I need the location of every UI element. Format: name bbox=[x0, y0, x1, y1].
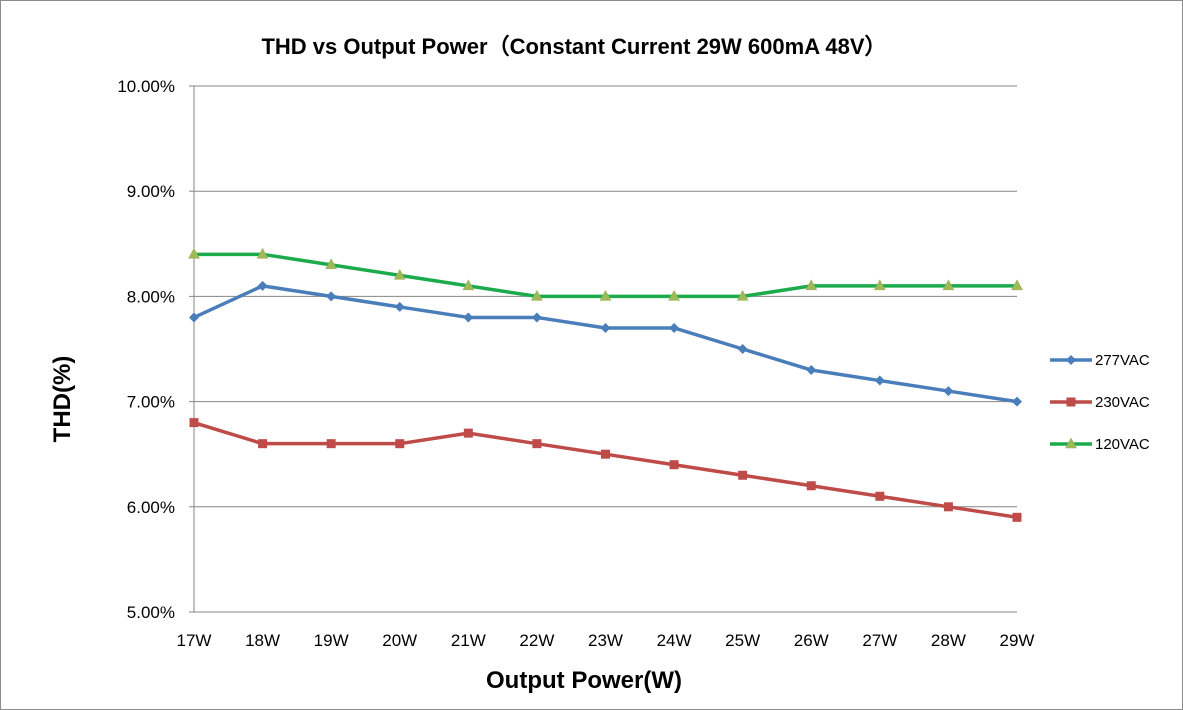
data-point-277VAC bbox=[806, 365, 817, 376]
series-lines bbox=[188, 247, 1023, 522]
data-point-120VAC bbox=[393, 268, 406, 280]
data-point-277VAC bbox=[1012, 396, 1022, 407]
x-tick-label: 26W bbox=[794, 631, 829, 650]
axes: 5.00% 6.00% 7.00% 8.00% 9.00% 10.00% 17W 18W 19W… bbox=[117, 77, 1034, 650]
series-line-230VAC bbox=[193, 420, 1018, 520]
y-tick-label: 7.00% bbox=[127, 393, 175, 412]
data-point-120VAC bbox=[873, 279, 886, 291]
data-point-277VAC bbox=[531, 312, 542, 323]
data-point-277VAC bbox=[189, 312, 199, 323]
legend-marker-277VAC bbox=[1066, 355, 1076, 365]
y-tick-label: 10.00% bbox=[117, 77, 175, 96]
legend-label-277VAC: 277VAC bbox=[1095, 352, 1150, 369]
legend-label-230VAC: 230VAC bbox=[1095, 394, 1150, 411]
y-tick-label: 6.00% bbox=[127, 498, 175, 517]
data-point-230VAC bbox=[669, 460, 679, 470]
data-point-230VAC bbox=[395, 439, 405, 449]
y-tick-label: 5.00% bbox=[127, 603, 175, 622]
data-point-230VAC bbox=[738, 470, 748, 480]
data-point-120VAC bbox=[530, 289, 543, 301]
data-point-230VAC bbox=[875, 491, 885, 501]
x-tick-label: 17W bbox=[177, 631, 212, 650]
series-line-277VAC bbox=[193, 284, 1018, 404]
data-point-120VAC bbox=[668, 289, 681, 301]
x-tick-label: 23W bbox=[588, 631, 623, 650]
data-point-120VAC bbox=[188, 247, 200, 259]
data-point-230VAC bbox=[806, 481, 816, 491]
x-tick-label: 25W bbox=[725, 631, 760, 650]
data-point-277VAC bbox=[943, 386, 954, 397]
data-point-120VAC bbox=[462, 279, 475, 291]
data-point-277VAC bbox=[394, 301, 405, 312]
data-point-120VAC bbox=[599, 289, 612, 301]
x-axis-title: Output Power(W) bbox=[486, 667, 682, 694]
x-tick-label: 29W bbox=[1000, 631, 1035, 650]
data-point-277VAC bbox=[463, 312, 474, 323]
x-tick-label: 24W bbox=[657, 631, 692, 650]
data-point-230VAC bbox=[532, 439, 542, 449]
data-point-120VAC bbox=[256, 247, 269, 259]
legend-label-120VAC: 120VAC bbox=[1095, 436, 1150, 453]
y-tick-label: 9.00% bbox=[127, 182, 175, 201]
data-point-277VAC bbox=[600, 322, 611, 333]
data-point-120VAC bbox=[325, 258, 338, 270]
x-tick-label: 28W bbox=[931, 631, 966, 650]
data-point-230VAC bbox=[189, 418, 199, 428]
y-axis-title: THD(%) bbox=[49, 356, 76, 443]
data-point-230VAC bbox=[943, 502, 953, 512]
x-tick-label: 18W bbox=[245, 631, 280, 650]
x-tick-label: 27W bbox=[862, 631, 897, 650]
data-point-230VAC bbox=[601, 449, 610, 459]
data-point-120VAC bbox=[805, 279, 818, 291]
data-point-120VAC bbox=[736, 289, 749, 301]
data-point-120VAC bbox=[942, 279, 955, 291]
x-tick-label: 19W bbox=[314, 631, 349, 650]
y-tick-label: 8.00% bbox=[127, 287, 175, 306]
x-tick-label: 22W bbox=[519, 631, 554, 650]
data-point-277VAC bbox=[737, 344, 748, 354]
data-point-277VAC bbox=[326, 291, 337, 302]
chart-title: THD vs Output Power（Constant Current 29W… bbox=[261, 34, 886, 59]
legend-marker-230VAC bbox=[1066, 397, 1076, 407]
data-point-230VAC bbox=[1012, 512, 1022, 522]
data-point-277VAC bbox=[874, 375, 885, 386]
legend: 277VAC 230VAC 120VAC bbox=[1050, 352, 1150, 453]
legend-marker-120VAC bbox=[1065, 437, 1077, 449]
data-point-230VAC bbox=[463, 428, 473, 438]
data-point-230VAC bbox=[258, 439, 268, 449]
data-point-277VAC bbox=[257, 280, 268, 291]
x-tick-label: 20W bbox=[382, 631, 417, 650]
data-point-277VAC bbox=[669, 322, 680, 333]
data-point-230VAC bbox=[326, 439, 336, 449]
data-point-120VAC bbox=[1011, 279, 1023, 291]
x-tick-label: 21W bbox=[451, 631, 486, 650]
